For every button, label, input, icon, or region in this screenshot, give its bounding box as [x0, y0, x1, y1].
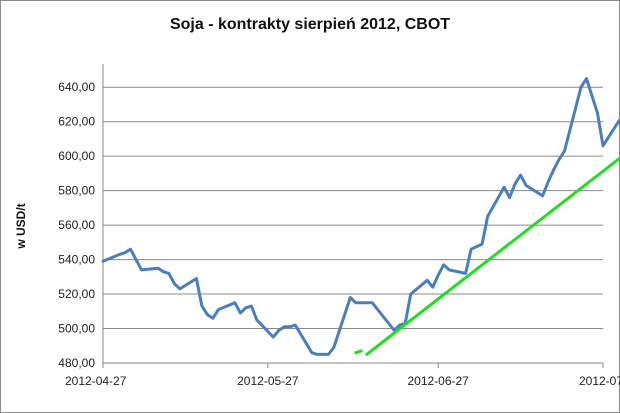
y-tick-label: 540,00	[58, 253, 95, 267]
y-tick-label: 480,00	[58, 356, 95, 370]
price-series-line	[101, 77, 620, 356]
x-tick-label: 2012-07-	[579, 374, 620, 388]
y-tick-label: 580,00	[58, 184, 95, 198]
x-tick-label: 2012-06-27	[407, 374, 469, 388]
x-tick-label: 2012-04-27	[65, 374, 127, 388]
x-tick-label: 2012-05-27	[237, 374, 299, 388]
y-tick-label: 600,00	[58, 149, 95, 163]
support-trendline	[365, 156, 620, 356]
y-tick-label: 520,00	[58, 287, 95, 301]
y-tick-label: 500,00	[58, 322, 95, 336]
y-tick-label: 640,00	[58, 80, 95, 94]
y-tick-label: 560,00	[58, 218, 95, 232]
chart-title: Soja - kontrakty sierpień 2012, CBOT	[169, 16, 451, 33]
y-tick-label: 620,00	[58, 115, 95, 129]
support-trendline-stub	[354, 349, 363, 355]
